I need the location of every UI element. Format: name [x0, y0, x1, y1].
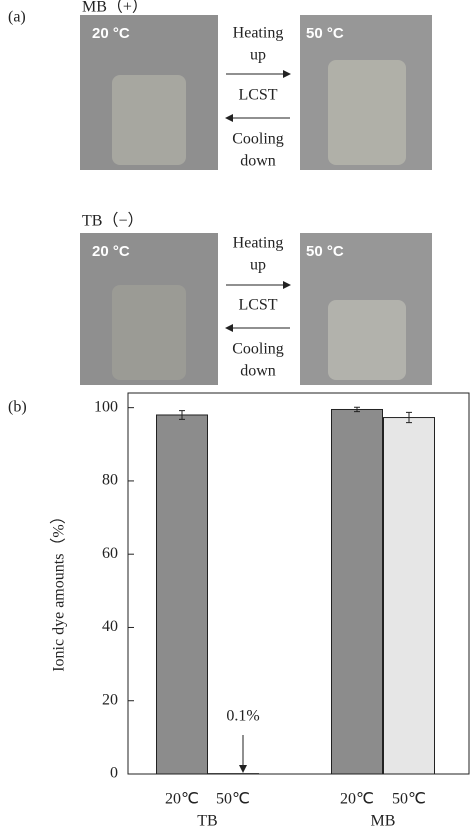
- dye-label: TB（−）: [82, 212, 143, 230]
- bar: [156, 414, 208, 775]
- process-label: LCST: [238, 87, 277, 104]
- error-bar: [354, 406, 360, 413]
- y-tick-label: 80: [102, 472, 118, 489]
- process-label: Heating: [233, 235, 284, 252]
- vial: [112, 75, 186, 165]
- bar: [383, 417, 435, 775]
- temp-label: 50 °C: [306, 243, 344, 260]
- process-label: up: [250, 47, 266, 64]
- axes-frame: [127, 392, 470, 775]
- process-label: up: [250, 257, 266, 274]
- dye-label: MB（+）: [82, 0, 148, 16]
- process-label: Cooling: [232, 341, 284, 358]
- x-tick-label: 20℃: [340, 791, 374, 808]
- panel-label: (a): [8, 9, 26, 26]
- error-bar: [179, 410, 185, 420]
- panel-label: (b): [8, 399, 27, 416]
- x-tick-label: 50℃: [392, 791, 426, 808]
- vial: [328, 60, 406, 165]
- temp-label: 50 °C: [306, 25, 344, 42]
- x-tick-label: 20℃: [165, 791, 199, 808]
- process-label: LCST: [238, 297, 277, 314]
- temp-label: 20 °C: [92, 243, 130, 260]
- y-tick-label: 0: [110, 765, 118, 782]
- y-axis-label: Ionic dye amounts（%）: [50, 508, 68, 672]
- process-label: Cooling: [232, 131, 284, 148]
- vial: [112, 285, 186, 380]
- group-label: MB: [371, 813, 396, 830]
- error-bar: [406, 411, 412, 424]
- photo-row: 20 °C 50 °C MB（+） Heating up LCST Coolin…: [80, 0, 432, 170]
- y-tick-label: 100: [94, 398, 118, 415]
- y-tick-label: 40: [102, 618, 118, 635]
- value-label: 0.1%: [226, 708, 259, 725]
- temp-label: 20 °C: [92, 25, 130, 42]
- y-tick-label: 20: [102, 691, 118, 708]
- vial: [328, 300, 406, 380]
- x-tick-label: 50℃: [216, 791, 250, 808]
- photo-row: 20 °C 50 °C TB（−） Heating up LCST Coolin…: [80, 212, 432, 385]
- group-label: TB: [197, 813, 217, 830]
- y-tick-label: 60: [102, 545, 118, 562]
- process-label: down: [240, 363, 276, 380]
- bar: [331, 408, 383, 775]
- process-label: down: [240, 153, 276, 170]
- process-label: Heating: [233, 25, 284, 42]
